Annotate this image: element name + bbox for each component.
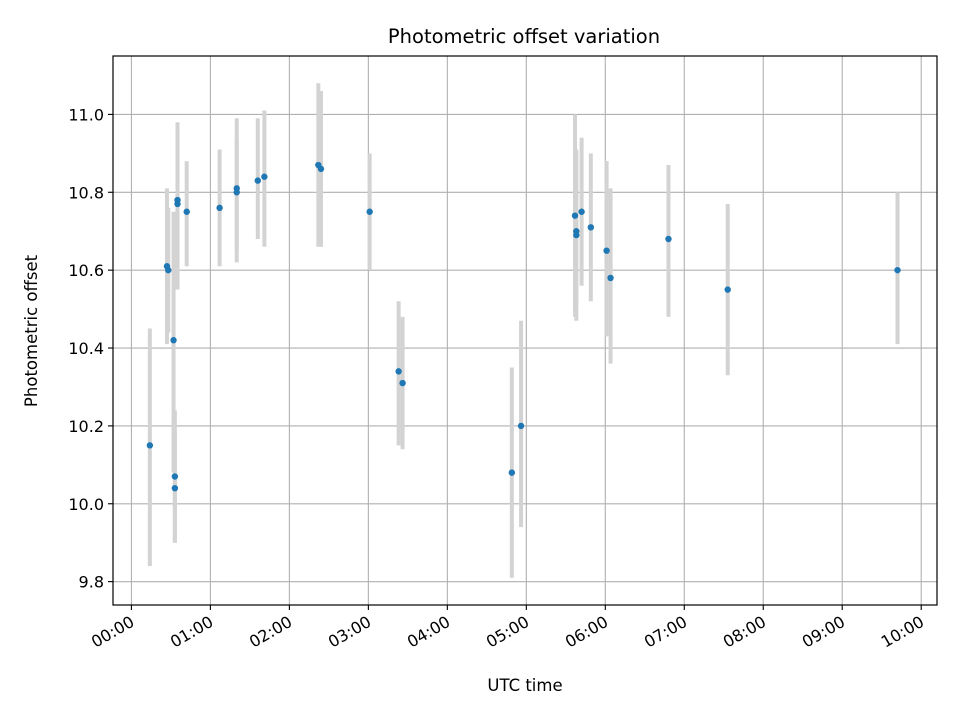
data-point: [508, 469, 516, 476]
y-tick-label: 10.8: [68, 183, 104, 202]
data-point: [607, 274, 614, 282]
data-point: [171, 473, 179, 480]
data-point: [317, 165, 325, 173]
y-tick-label: 10.0: [68, 495, 104, 514]
data-point: [395, 368, 402, 375]
y-tick-label: 10.2: [68, 417, 104, 436]
data-point: [399, 379, 406, 387]
y-tick-label: 11.0: [68, 105, 104, 124]
data-point: [724, 286, 731, 293]
data-point: [146, 442, 154, 449]
data-point: [587, 224, 595, 231]
y-axis: 9.8 10.0 10.2 10.4 10.6 10.8 11.0: [68, 105, 113, 592]
y-tick-label: 10.6: [68, 261, 104, 280]
data-point: [233, 189, 240, 196]
data-points: [146, 161, 901, 492]
data-point: [665, 235, 672, 243]
data-point: [894, 266, 901, 274]
data-point: [254, 177, 261, 184]
data-point: [171, 484, 179, 492]
data-point: [216, 204, 223, 212]
data-point: [174, 200, 181, 208]
data-point: [571, 212, 579, 219]
grid: [113, 56, 937, 605]
y-tick-label: 10.4: [68, 339, 104, 358]
data-point: [603, 247, 610, 254]
data-point: [573, 231, 580, 239]
data-point: [170, 337, 177, 344]
plot-frame: [112, 55, 938, 606]
data-point: [165, 266, 172, 274]
chart-title: Photometric offset variation: [388, 25, 660, 48]
data-point: [261, 173, 268, 180]
y-axis-title: Photometric offset: [22, 254, 41, 407]
data-point: [578, 208, 585, 215]
data-point: [183, 208, 190, 215]
x-axis-title: UTC time: [487, 676, 562, 695]
data-point: [366, 208, 373, 215]
data-point: [517, 422, 525, 430]
y-tick-label: 9.8: [79, 573, 104, 592]
